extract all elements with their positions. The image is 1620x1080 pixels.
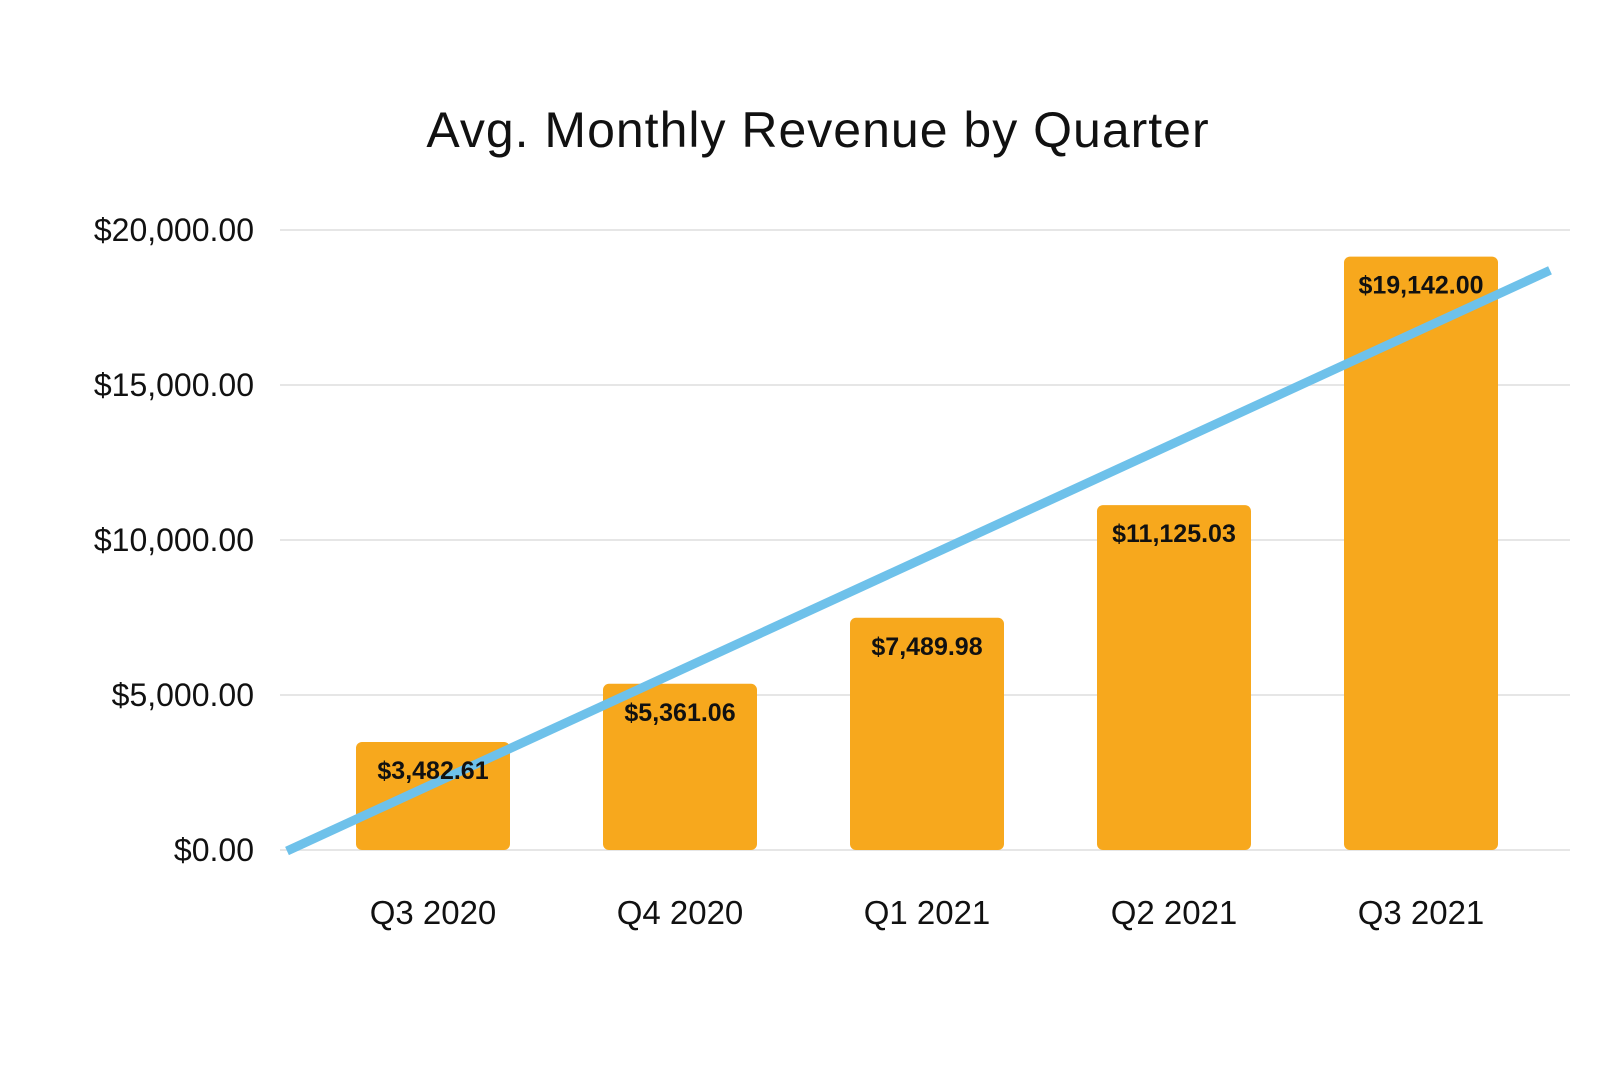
trendline-group — [285, 266, 1552, 856]
y-tick-label: $0.00 — [174, 832, 254, 868]
bar-q3-2021 — [1344, 256, 1498, 850]
data-labels: $3,482.61 $5,361.06 $7,489.98 $11,125.03 $19… — [377, 272, 1483, 785]
x-tick-label: Q3 2020 — [370, 894, 497, 931]
x-axis-tick-labels: Q3 2020 Q4 2020 Q1 2021 Q2 2021 Q3 2021 — [370, 894, 1485, 931]
y-tick-label: $10,000.00 — [94, 522, 254, 558]
y-tick-label: $15,000.00 — [94, 367, 254, 403]
data-label: $7,489.98 — [871, 633, 982, 661]
x-tick-label: Q2 2021 — [1111, 894, 1238, 931]
x-tick-label: Q1 2021 — [864, 894, 991, 931]
x-tick-label: Q4 2020 — [617, 894, 744, 931]
bar-q2-2021 — [1097, 505, 1251, 850]
bars — [356, 256, 1498, 850]
data-label: $11,125.03 — [1112, 520, 1236, 548]
x-tick-label: Q3 2021 — [1358, 894, 1485, 931]
y-tick-label: $20,000.00 — [94, 212, 254, 248]
chart-title: Avg. Monthly Revenue by Quarter — [426, 102, 1209, 158]
data-label: $5,361.06 — [624, 699, 735, 727]
y-axis-tick-labels: $0.00 $5,000.00 $10,000.00 $15,000.00 $20,00… — [94, 212, 254, 868]
trendline — [285, 266, 1552, 856]
bar-q1-2021 — [850, 617, 1004, 850]
data-label: $19,142.00 — [1358, 272, 1483, 300]
bar-q4-2020 — [603, 683, 757, 850]
y-tick-label: $5,000.00 — [112, 677, 254, 713]
data-label: $3,482.61 — [377, 757, 488, 785]
